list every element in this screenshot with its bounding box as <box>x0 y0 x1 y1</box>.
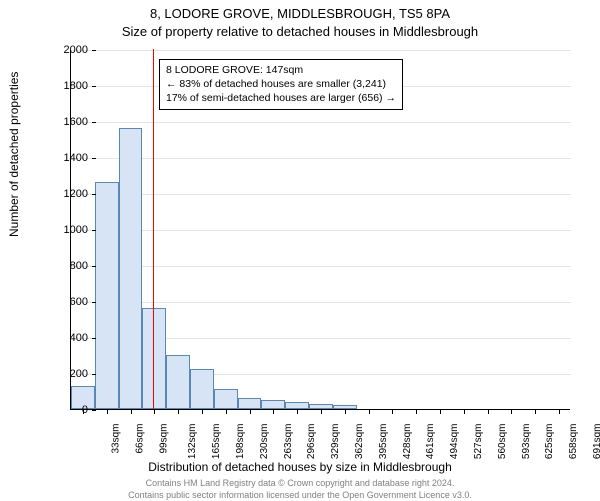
y-tick-label: 1800 <box>64 80 88 92</box>
x-tick-label: 263sqm <box>283 424 294 460</box>
grid-line <box>71 122 571 123</box>
reference-line <box>153 49 154 409</box>
x-tick <box>154 409 155 414</box>
x-tick <box>369 409 370 414</box>
histogram-bar <box>142 308 166 409</box>
x-tick <box>416 409 417 414</box>
y-tick <box>92 122 96 123</box>
x-tick-label: 165sqm <box>211 424 222 460</box>
y-tick <box>92 410 96 411</box>
annotation-line2: ← 83% of detached houses are smaller (3,… <box>166 77 396 91</box>
x-tick-label: 230sqm <box>259 424 270 460</box>
footer-line1: Contains HM Land Registry data © Crown c… <box>0 478 600 490</box>
x-tick <box>464 409 465 414</box>
x-tick <box>202 409 203 414</box>
plot-area: 8 LODORE GROVE: 147sqm ← 83% of detached… <box>70 50 570 410</box>
y-tick-label: 0 <box>82 404 88 416</box>
x-tick <box>178 409 179 414</box>
grid-line <box>71 50 571 51</box>
x-tick-label: 33sqm <box>110 424 121 454</box>
x-tick <box>392 409 393 414</box>
grid-line <box>71 194 571 195</box>
y-tick-label: 200 <box>70 368 88 380</box>
y-tick <box>92 86 96 87</box>
histogram-bar <box>285 402 309 409</box>
y-tick-label: 400 <box>70 332 88 344</box>
y-tick <box>92 50 96 51</box>
y-tick <box>92 302 96 303</box>
x-tick-label: 494sqm <box>449 424 460 460</box>
histogram-bar <box>261 400 285 409</box>
grid-line <box>71 158 571 159</box>
y-tick <box>92 230 96 231</box>
x-tick <box>226 409 227 414</box>
x-tick-label: 593sqm <box>521 424 532 460</box>
y-tick-label: 1200 <box>64 188 88 200</box>
y-tick-label: 600 <box>70 296 88 308</box>
annotation-box: 8 LODORE GROVE: 147sqm ← 83% of detached… <box>159 59 403 110</box>
y-tick <box>92 266 96 267</box>
x-tick-label: 362sqm <box>354 424 365 460</box>
x-tick-label: 99sqm <box>158 424 169 454</box>
x-tick-label: 461sqm <box>426 424 437 460</box>
histogram-bar <box>238 398 262 409</box>
x-tick-label: 428sqm <box>402 424 413 460</box>
y-tick-label: 2000 <box>64 44 88 56</box>
x-tick <box>250 409 251 414</box>
x-tick-label: 198sqm <box>235 424 246 460</box>
y-tick-label: 1400 <box>64 152 88 164</box>
chart-container: 8, LODORE GROVE, MIDDLESBROUGH, TS5 8PA … <box>0 0 600 500</box>
x-tick-label: 66sqm <box>134 424 145 454</box>
x-tick <box>131 409 132 414</box>
y-tick <box>92 194 96 195</box>
histogram-bar <box>119 128 143 409</box>
x-tick <box>535 409 536 414</box>
y-tick <box>92 338 96 339</box>
chart-title-line2: Size of property relative to detached ho… <box>0 24 600 39</box>
x-tick <box>511 409 512 414</box>
y-tick-label: 1600 <box>64 116 88 128</box>
x-tick <box>107 409 108 414</box>
histogram-bar <box>214 389 238 409</box>
footer-line2: Contains public sector information licen… <box>0 490 600 501</box>
x-tick-label: 691sqm <box>592 424 600 460</box>
histogram-bar <box>95 182 119 409</box>
annotation-line3: 17% of semi-detached houses are larger (… <box>166 91 396 105</box>
x-tick-label: 132sqm <box>187 424 198 460</box>
chart-title-line1: 8, LODORE GROVE, MIDDLESBROUGH, TS5 8PA <box>0 6 600 21</box>
y-tick <box>92 374 96 375</box>
y-tick <box>92 158 96 159</box>
x-tick-label: 658sqm <box>568 424 579 460</box>
x-tick <box>559 409 560 414</box>
y-tick-label: 1000 <box>64 224 88 236</box>
x-tick <box>488 409 489 414</box>
x-tick <box>345 409 346 414</box>
histogram-bar <box>190 369 214 409</box>
histogram-bar <box>166 355 190 409</box>
grid-line <box>71 266 571 267</box>
x-tick-label: 296sqm <box>306 424 317 460</box>
x-tick-label: 625sqm <box>545 424 556 460</box>
x-tick-label: 560sqm <box>497 424 508 460</box>
x-tick-label: 527sqm <box>473 424 484 460</box>
grid-line <box>71 230 571 231</box>
x-tick <box>440 409 441 414</box>
y-axis-label: Number of detached properties <box>7 72 21 237</box>
x-axis-label: Distribution of detached houses by size … <box>0 460 600 474</box>
grid-line <box>71 302 571 303</box>
x-tick-label: 395sqm <box>378 424 389 460</box>
annotation-line1: 8 LODORE GROVE: 147sqm <box>166 63 396 77</box>
x-tick <box>321 409 322 414</box>
x-tick <box>273 409 274 414</box>
x-tick-label: 329sqm <box>330 424 341 460</box>
x-tick <box>297 409 298 414</box>
footer-attribution: Contains HM Land Registry data © Crown c… <box>0 478 600 501</box>
y-tick-label: 800 <box>70 260 88 272</box>
